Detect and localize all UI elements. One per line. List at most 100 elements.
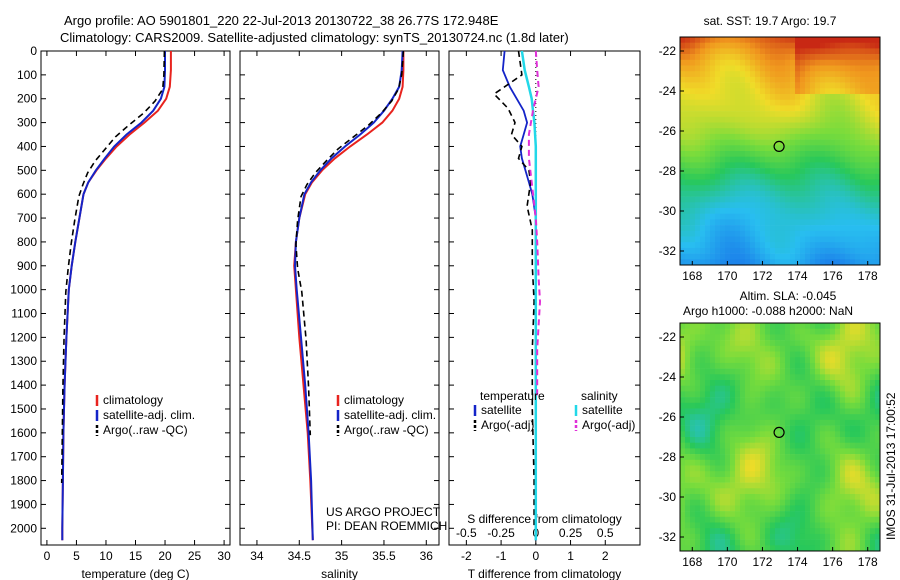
heatmap-cell <box>870 494 876 500</box>
heatmap-cell <box>685 179 691 186</box>
heatmap-cell <box>680 391 686 398</box>
heatmap-cell <box>805 494 811 500</box>
heatmap-cell <box>865 419 871 426</box>
heatmap-cell <box>745 190 751 197</box>
heatmap-cell <box>680 133 686 140</box>
heatmap-cell <box>755 357 761 364</box>
heatmap-cell <box>795 94 801 100</box>
heatmap-cell <box>785 368 791 375</box>
heatmap-cell <box>685 151 691 157</box>
heatmap-cell <box>805 522 811 529</box>
heatmap-cell <box>680 139 686 146</box>
heatmap-cell <box>795 448 801 455</box>
heatmap-cell <box>835 156 841 163</box>
heatmap-cell <box>875 208 881 214</box>
heatmap-cell <box>700 190 706 197</box>
heatmap-cell <box>835 168 841 175</box>
heatmap-cell <box>820 494 826 500</box>
heatmap-cell <box>815 357 821 364</box>
heatmap-cell <box>710 454 716 461</box>
heatmap-cell <box>790 71 796 78</box>
heatmap-cell <box>815 368 821 375</box>
heatmap-cell <box>705 190 711 197</box>
heatmap-cell <box>845 505 851 512</box>
heatmap-cell <box>680 230 686 237</box>
heatmap-cell <box>750 454 756 461</box>
heatmap-cell <box>840 42 846 49</box>
heatmap-cell <box>770 37 776 43</box>
heatmap-cell <box>705 247 711 254</box>
heatmap-cell <box>830 48 836 55</box>
heatmap-cell <box>780 259 786 266</box>
heatmap-cell <box>700 111 706 118</box>
heatmap-cell <box>750 179 756 186</box>
heatmap-cell <box>845 448 851 455</box>
heatmap-cell <box>740 545 746 552</box>
heatmap-cell <box>690 139 696 146</box>
heatmap-cell <box>800 133 806 140</box>
heatmap-cell <box>735 391 741 398</box>
heatmap-cell <box>685 471 691 478</box>
heatmap-cell <box>755 408 761 415</box>
heatmap-cell <box>790 230 796 237</box>
heatmap-cell <box>735 173 741 180</box>
heatmap-cell <box>720 459 726 466</box>
heatmap-cell <box>840 488 846 495</box>
heatmap-cell <box>755 162 761 169</box>
heatmap-cell <box>825 225 831 232</box>
heatmap-cell <box>780 494 786 500</box>
heatmap-cell <box>745 476 751 483</box>
heatmap-cell <box>860 465 866 472</box>
heatmap-cell <box>750 494 756 500</box>
heatmap-cell <box>680 54 686 61</box>
heatmap-cell <box>685 65 691 72</box>
y-tick-label: 400 <box>17 139 37 153</box>
heatmap-cell <box>815 397 821 404</box>
heatmap-cell <box>745 522 751 529</box>
heatmap-cell <box>820 448 826 455</box>
heatmap-cell <box>735 185 741 192</box>
heatmap-cell <box>800 323 806 329</box>
heatmap-cell <box>710 414 716 421</box>
heatmap-cell <box>840 437 846 443</box>
heatmap-cell <box>700 385 706 392</box>
heatmap-cell <box>775 494 781 500</box>
heatmap-cell <box>745 202 751 209</box>
heatmap-cell <box>740 37 746 43</box>
heatmap-cell <box>695 522 701 529</box>
heatmap-cell <box>800 94 806 100</box>
heatmap-cell <box>860 253 866 260</box>
heatmap-cell <box>770 99 776 106</box>
heatmap-cell <box>800 545 806 552</box>
heatmap-cell <box>855 225 861 232</box>
heatmap-cell <box>790 59 796 66</box>
heatmap-cell <box>875 122 881 129</box>
heatmap-cell <box>745 499 751 506</box>
heatmap-cell <box>875 202 881 209</box>
heatmap-cell <box>795 408 801 415</box>
heatmap-cell <box>710 219 716 226</box>
heatmap-cell <box>775 437 781 443</box>
heatmap-cell <box>780 351 786 358</box>
heatmap-cell <box>795 122 801 129</box>
x-tick-label: 0 <box>532 549 539 563</box>
heatmap-cell <box>700 82 706 89</box>
heatmap-cell <box>875 82 881 89</box>
heatmap-cell <box>785 236 791 243</box>
heatmap-cell <box>845 362 851 369</box>
heatmap-cell <box>825 236 831 243</box>
heatmap-cell <box>760 340 766 347</box>
heatmap-cell <box>845 151 851 157</box>
heatmap-cell <box>840 425 846 432</box>
heatmap-cell <box>785 156 791 163</box>
heatmap-cell <box>800 65 806 72</box>
heatmap-cell <box>720 528 726 535</box>
y-tick-label: 200 <box>17 92 37 106</box>
heatmap-cell <box>695 454 701 461</box>
heatmap-cell <box>810 454 816 461</box>
heatmap-cell <box>755 431 761 438</box>
heatmap-cell <box>875 362 881 369</box>
heatmap-cell <box>795 208 801 214</box>
heatmap-cell <box>740 516 746 523</box>
heatmap-cell <box>715 368 721 375</box>
